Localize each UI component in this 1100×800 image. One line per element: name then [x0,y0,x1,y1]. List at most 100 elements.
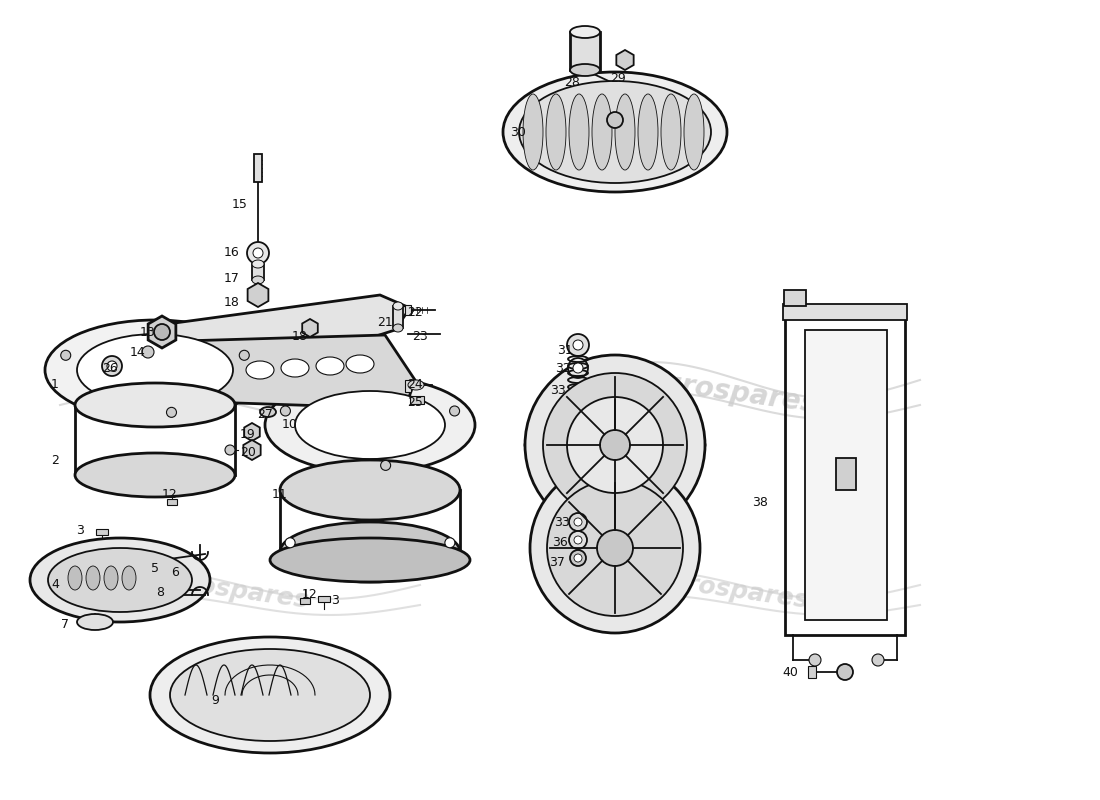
Text: 18: 18 [293,330,308,343]
Circle shape [107,361,117,371]
Text: 32: 32 [556,362,571,374]
Ellipse shape [546,94,566,170]
Circle shape [597,530,632,566]
Circle shape [837,664,852,680]
Text: 24: 24 [407,378,422,391]
Text: 27: 27 [257,409,273,422]
Text: 26: 26 [102,362,118,374]
Text: 10: 10 [282,418,298,431]
Text: 16: 16 [224,246,240,258]
Ellipse shape [638,94,658,170]
Ellipse shape [104,566,118,590]
Text: 40: 40 [782,666,797,678]
Bar [783,304,907,320]
Ellipse shape [77,614,113,630]
Text: 30: 30 [510,126,526,138]
Circle shape [530,463,700,633]
Bar [405,380,411,392]
Ellipse shape [316,357,344,375]
Ellipse shape [265,377,475,473]
Ellipse shape [393,302,403,310]
Circle shape [808,654,821,666]
Ellipse shape [68,566,82,590]
Text: 3: 3 [331,594,339,606]
Ellipse shape [684,94,704,170]
Text: 7: 7 [60,618,69,631]
Text: 31: 31 [557,343,573,357]
Circle shape [381,460,390,470]
Ellipse shape [280,460,460,520]
Circle shape [248,242,270,264]
Text: eurospares: eurospares [150,567,310,613]
Circle shape [566,334,588,356]
Text: 14: 14 [130,346,146,359]
Bar [405,305,411,315]
Ellipse shape [280,522,460,582]
Ellipse shape [570,26,600,38]
Ellipse shape [393,324,403,332]
Text: 2: 2 [51,454,59,466]
Circle shape [569,513,587,531]
Circle shape [574,536,582,544]
Text: eurospares: eurospares [641,366,818,418]
Ellipse shape [75,383,235,427]
Text: 8: 8 [156,586,164,598]
Bar [836,458,856,490]
Ellipse shape [246,361,274,379]
Circle shape [547,480,683,616]
Text: 23: 23 [412,330,428,342]
Text: 4: 4 [51,578,59,591]
Ellipse shape [280,359,309,377]
Circle shape [444,538,455,548]
Text: 29: 29 [610,71,626,85]
Text: eurospares: eurospares [650,567,810,613]
Bar [808,666,816,678]
Text: 37: 37 [549,555,565,569]
Circle shape [285,538,295,548]
Ellipse shape [170,649,370,741]
Circle shape [566,397,663,493]
Circle shape [573,340,583,350]
Text: 9: 9 [211,694,219,706]
Circle shape [226,445,235,455]
Ellipse shape [522,94,543,170]
Text: 1: 1 [51,378,59,391]
Ellipse shape [346,355,374,373]
Circle shape [568,358,588,378]
Circle shape [60,350,70,360]
Circle shape [154,324,170,340]
Text: 33: 33 [554,515,570,529]
Circle shape [574,554,582,562]
Text: 19: 19 [240,429,256,442]
Circle shape [450,406,460,416]
Text: 36: 36 [552,535,568,549]
Text: 6: 6 [172,566,179,578]
Polygon shape [148,295,410,342]
Circle shape [253,248,263,258]
Text: 33: 33 [550,383,565,397]
Ellipse shape [503,72,727,192]
Circle shape [607,112,623,128]
Text: 13: 13 [140,326,156,338]
Polygon shape [140,335,415,408]
Text: 21: 21 [377,317,393,330]
Ellipse shape [260,407,276,417]
Text: 20: 20 [240,446,256,459]
Ellipse shape [569,94,589,170]
Ellipse shape [570,64,600,76]
Circle shape [166,407,176,418]
Bar [96,529,108,535]
Circle shape [142,346,154,358]
Circle shape [600,430,630,460]
Ellipse shape [252,276,264,284]
Circle shape [102,356,122,376]
Text: 11: 11 [272,489,288,502]
Ellipse shape [150,637,390,753]
Ellipse shape [45,320,265,420]
Bar [570,32,600,70]
Text: 28: 28 [564,75,580,89]
Ellipse shape [295,391,446,459]
Ellipse shape [615,94,635,170]
Circle shape [543,373,688,517]
Circle shape [574,518,582,526]
